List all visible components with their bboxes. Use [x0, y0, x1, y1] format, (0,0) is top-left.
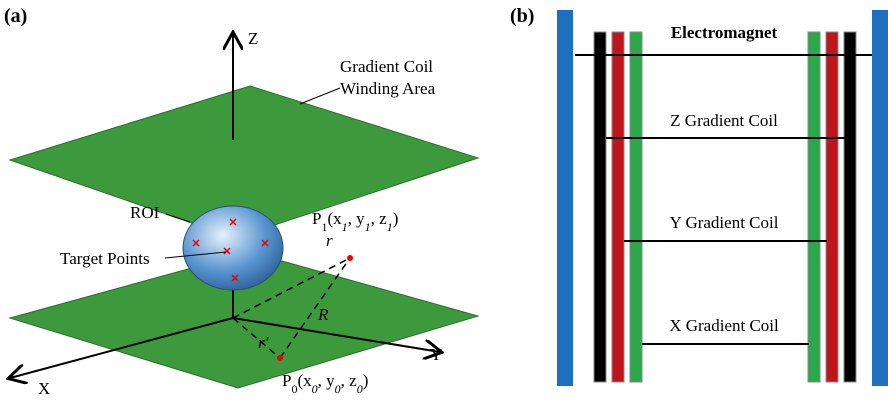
- p1-point: [347, 255, 353, 261]
- label-part: (x: [327, 209, 342, 228]
- p0-point: [277, 355, 283, 361]
- electromagnet-label: Electromagnet: [671, 23, 778, 42]
- figure: (a) Z Y X Gradient Coil Winding Area ROI…: [0, 0, 888, 401]
- label-part: ): [393, 209, 399, 228]
- leader: [300, 88, 340, 104]
- p0-label: P0(x0, y0, z0): [282, 371, 368, 396]
- label-part: (x: [297, 371, 312, 390]
- coil-label: X Gradient Coil: [669, 316, 779, 335]
- axis-label: Y: [430, 345, 442, 364]
- plane-label: Winding Area: [340, 79, 436, 98]
- panel-label: (b): [510, 5, 534, 27]
- label-part: , z: [371, 209, 388, 228]
- rprime-label: r': [258, 333, 269, 352]
- label-part: P: [312, 209, 321, 228]
- label-part: , z: [341, 371, 358, 390]
- label-part: P: [282, 371, 291, 390]
- label-part: , y: [318, 371, 336, 390]
- panel-label: (a): [4, 5, 27, 27]
- roi-sphere: [183, 206, 283, 290]
- axis-label: Z: [248, 29, 258, 48]
- p1-label: P1(x1, y1, z1): [312, 209, 398, 234]
- coil-label: Y Gradient Coil: [670, 213, 779, 232]
- R-label: R: [317, 305, 329, 324]
- target-label: Target Points: [60, 249, 150, 268]
- axis-label: X: [38, 379, 50, 398]
- label-part: ): [363, 371, 369, 390]
- coil-label: Z Gradient Coil: [670, 111, 778, 130]
- roi-label: ROI: [130, 203, 160, 222]
- electromagnet-bar: [557, 10, 573, 386]
- electromagnet-bar: [872, 10, 888, 386]
- label-part: , y: [348, 209, 366, 228]
- plane-label: Gradient Coil: [340, 57, 433, 76]
